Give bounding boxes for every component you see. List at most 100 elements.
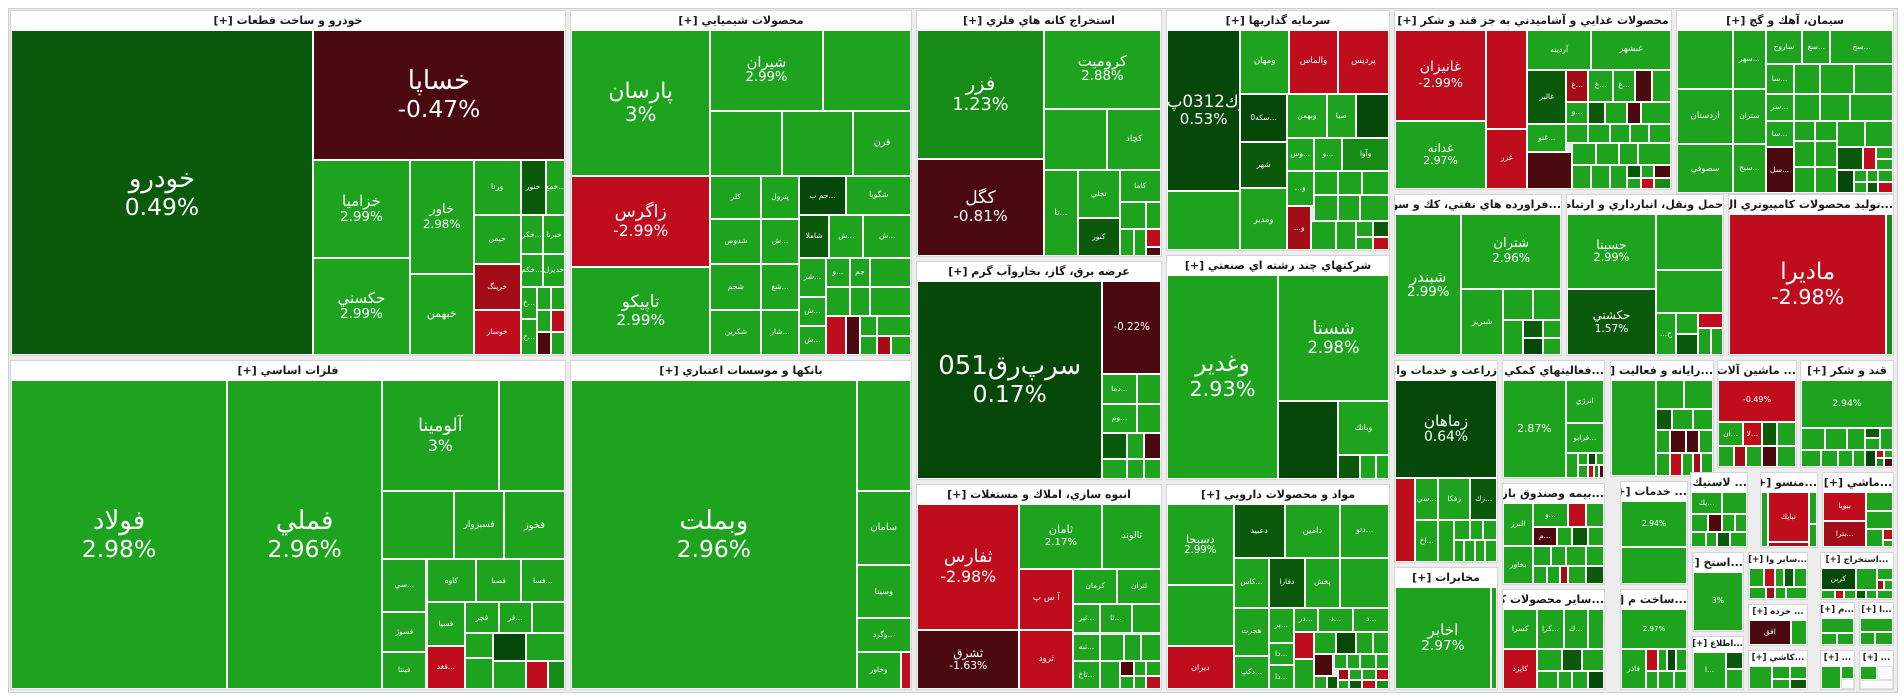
tile[interactable] [1454,520,1471,541]
tile[interactable] [1587,452,1596,466]
tile[interactable] [1313,676,1327,689]
tile[interactable] [1640,101,1671,124]
stock-tile[interactable]: وخاور [856,651,901,689]
tile[interactable] [1571,165,1591,189]
tile[interactable] [1313,170,1338,195]
sector-title-transport[interactable]: حمل ونقل، انبارداري و ارتباطات [+] [1567,195,1723,214]
stock-tile[interactable]: غدانه 2.97% [1395,120,1487,189]
stock-tile[interactable]: ...و [826,257,850,287]
tile[interactable] [1852,449,1866,467]
tile[interactable] [1278,401,1338,479]
sector-title-services[interactable]: ... خدمات [+] [1621,482,1687,501]
tile[interactable] [1102,433,1127,460]
tile[interactable] [1585,545,1604,567]
tile[interactable] [1801,449,1822,467]
tile[interactable] [1146,228,1161,247]
tile[interactable] [1537,649,1562,672]
tile[interactable] [1486,30,1528,129]
tile[interactable] [1313,195,1338,222]
stock-tile[interactable]: ...ثا [1100,603,1132,634]
stock-tile[interactable]: و... [1286,206,1312,250]
stock-tile[interactable]: اردستان [1677,88,1734,145]
sector-title-cement[interactable]: سيمان، آهك و گچ [+] [1677,11,1893,30]
stock-tile[interactable]: ...اخ [1415,520,1438,562]
sector-title-ettela[interactable]: ...اطلاع [+] [1693,637,1743,652]
tile[interactable] [1375,653,1389,669]
stock-tile[interactable]: دعبيد [1233,504,1285,558]
sector-title-mining[interactable]: استخراج كانه هاي فلزي [+] [917,11,1161,30]
tile[interactable] [1532,288,1561,320]
stock-tile[interactable]: فسوژ [382,611,427,652]
sector-title-kashi[interactable]: ...كاشي [+] [1749,651,1807,666]
stock-tile[interactable]: ساروج [1765,30,1803,65]
tile[interactable] [1777,446,1796,467]
sector-title-auto[interactable]: خودرو و ساخت قطعات [+] [11,11,565,30]
tile[interactable] [1577,465,1588,478]
stock-tile[interactable]: ...خكم [520,254,543,287]
stock-tile[interactable]: كسرا [1503,609,1538,649]
stock-tile[interactable]: ...دكپ [1233,655,1270,689]
tile[interactable] [1362,679,1376,689]
tile[interactable] [1875,158,1893,171]
tile[interactable] [1705,531,1717,547]
stock-tile[interactable]: ورنا [473,160,521,216]
tile[interactable] [1136,403,1161,434]
tile[interactable] [1849,93,1893,122]
tile[interactable] [1604,101,1627,124]
tile[interactable] [1360,195,1389,222]
stock-tile[interactable]: انرژي [1565,380,1604,424]
sector-title-realestate[interactable]: انبوه سازي، املاك و مستغلات [+] [917,485,1161,504]
tile[interactable] [1672,408,1693,430]
stock-tile[interactable]: ...م [1533,527,1557,546]
tile[interactable] [1718,446,1734,467]
sector-title-micro2[interactable]: ... [+] [1860,651,1893,666]
tile[interactable] [1581,649,1604,672]
sector-title-lastik[interactable]: ... لاستيك و [+] [1691,473,1747,492]
sector-title-mansu[interactable]: ...منسو [+] [1761,473,1817,492]
tile[interactable] [1847,427,1866,450]
tile[interactable] [526,633,565,662]
tile[interactable] [1726,652,1743,669]
tile[interactable] [1821,449,1838,467]
stock-tile[interactable]: ...تا [1043,170,1079,256]
stock-tile[interactable]: كاما [1119,170,1161,202]
tile[interactable] [1691,514,1708,532]
tile[interactable] [1629,123,1649,143]
tile[interactable] [1131,603,1161,634]
stock-tile[interactable]: فبنتا [382,651,427,689]
tile[interactable] [1691,531,1706,547]
tile[interactable] [1877,181,1893,193]
tile[interactable] [1646,671,1658,689]
stock-tile[interactable]: كگل -0.81% [917,158,1044,256]
stock-tile[interactable]: شجم [710,264,762,310]
tile[interactable] [1761,492,1768,547]
stock-tile[interactable]: ...و [1566,101,1589,124]
stock-tile[interactable]: كرمان [1073,568,1118,604]
tile[interactable] [548,661,565,689]
stock-tile[interactable]: زاگرس -2.99% [571,176,711,268]
stock-tile[interactable]: ...سغ [1802,30,1831,65]
tile[interactable] [1335,631,1356,654]
tile[interactable] [1585,566,1604,584]
tile[interactable] [1598,465,1604,478]
stock-tile[interactable]: ...سا [1765,64,1794,94]
tile[interactable] [1877,589,1893,599]
stock-tile[interactable]: كلر [710,176,762,219]
tile[interactable] [1761,446,1778,467]
sector-title-mashi[interactable]: ...ماشي [+] [1823,473,1893,492]
tile[interactable] [1618,142,1638,166]
tile[interactable] [1865,427,1881,439]
stock-tile[interactable]: ...سخ [1830,30,1893,65]
sector-title-machinery[interactable]: ... ماشين آلات [+] [1718,361,1796,380]
tile[interactable] [877,335,891,355]
tile[interactable] [1640,177,1655,189]
tile[interactable] [1337,170,1363,195]
tile[interactable] [551,286,565,310]
tile[interactable] [1867,181,1878,193]
sector-title-khorde[interactable]: ... خرده [+] [1749,605,1807,620]
tile[interactable] [1821,618,1854,633]
stock-tile[interactable]: ...سي [382,559,427,612]
tile[interactable] [1676,312,1699,334]
stock-tile[interactable]: ومهان [1240,30,1290,94]
tile[interactable] [1611,380,1656,476]
